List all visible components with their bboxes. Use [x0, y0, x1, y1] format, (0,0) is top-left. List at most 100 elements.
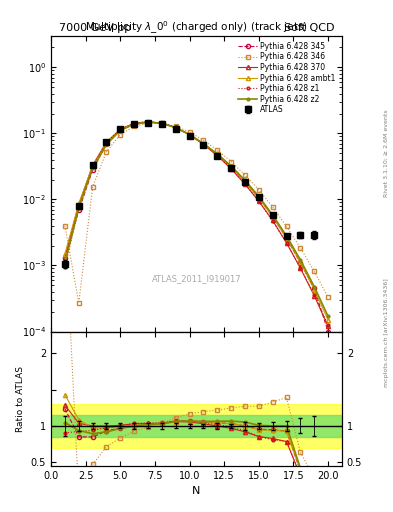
Pythia 6.428 ambt1 [62, 251, 67, 257]
Pythia 6.428 346 [160, 120, 164, 126]
Pythia 6.428 z2 [62, 260, 67, 266]
Pythia 6.428 ambt1 [298, 259, 303, 265]
Pythia 6.428 370 [242, 181, 247, 187]
Pythia 6.428 z2 [215, 151, 220, 157]
Pythia 6.428 z2 [187, 132, 192, 138]
Pythia 6.428 345 [242, 179, 247, 185]
Pythia 6.428 z2 [146, 119, 151, 125]
Pythia 6.428 345 [270, 214, 275, 220]
Pythia 6.428 370 [104, 139, 109, 145]
Pythia 6.428 ambt1 [104, 140, 109, 146]
Pythia 6.428 z2 [284, 233, 289, 239]
Pythia 6.428 345 [229, 164, 233, 170]
Pythia 6.428 346 [104, 148, 109, 155]
Pythia 6.428 370 [284, 240, 289, 246]
Pythia 6.428 ambt1 [90, 163, 95, 169]
Pythia 6.428 345 [326, 329, 331, 335]
Pythia 6.428 345 [132, 121, 136, 127]
Text: Rivet 3.1.10; ≥ 2.6M events: Rivet 3.1.10; ≥ 2.6M events [384, 110, 389, 198]
Pythia 6.428 z1 [90, 164, 95, 170]
Line: Pythia 6.428 ambt1: Pythia 6.428 ambt1 [63, 120, 330, 322]
Pythia 6.428 ambt1 [160, 120, 164, 126]
Pythia 6.428 z2 [104, 141, 109, 147]
Pythia 6.428 z1 [284, 240, 289, 246]
Pythia 6.428 370 [132, 120, 136, 126]
Pythia 6.428 345 [312, 285, 317, 291]
Pythia 6.428 z1 [298, 265, 303, 271]
Pythia 6.428 370 [187, 132, 192, 138]
Pythia 6.428 ambt1 [215, 152, 220, 158]
Pythia 6.428 z1 [62, 264, 67, 270]
Pythia 6.428 345 [187, 132, 192, 138]
Pythia 6.428 ambt1 [242, 179, 247, 185]
Pythia 6.428 346 [242, 172, 247, 178]
Pythia 6.428 345 [284, 235, 289, 241]
Pythia 6.428 z1 [132, 120, 136, 126]
Line: Pythia 6.428 370: Pythia 6.428 370 [63, 120, 330, 328]
Pythia 6.428 z2 [160, 120, 164, 126]
Pythia 6.428 ambt1 [257, 195, 261, 201]
Pythia 6.428 370 [257, 198, 261, 204]
Pythia 6.428 345 [76, 207, 81, 214]
Pythia 6.428 345 [118, 127, 123, 133]
Pythia 6.428 370 [326, 323, 331, 329]
Pythia 6.428 ambt1 [312, 287, 317, 293]
Pythia 6.428 346 [118, 132, 123, 138]
Pythia 6.428 346 [187, 129, 192, 135]
Pythia 6.428 z1 [229, 165, 233, 172]
Pythia 6.428 370 [118, 126, 123, 132]
Pythia 6.428 345 [62, 255, 67, 261]
Pythia 6.428 z1 [104, 140, 109, 146]
Pythia 6.428 370 [215, 153, 220, 159]
Pythia 6.428 ambt1 [270, 214, 275, 220]
Pythia 6.428 z2 [257, 194, 261, 200]
Pythia 6.428 346 [284, 223, 289, 229]
Pythia 6.428 346 [76, 300, 81, 306]
Pythia 6.428 ambt1 [326, 317, 331, 323]
Pythia 6.428 345 [257, 195, 261, 201]
Bar [51, 415, 342, 437]
Line: Pythia 6.428 346: Pythia 6.428 346 [63, 121, 330, 305]
Legend: Pythia 6.428 345, Pythia 6.428 346, Pythia 6.428 370, Pythia 6.428 ambt1, Pythia: Pythia 6.428 345, Pythia 6.428 346, Pyth… [236, 39, 338, 116]
Pythia 6.428 346 [312, 268, 317, 274]
Pythia 6.428 ambt1 [118, 126, 123, 133]
Pythia 6.428 z1 [76, 205, 81, 211]
Pythia 6.428 ambt1 [173, 124, 178, 131]
Line: Pythia 6.428 345: Pythia 6.428 345 [63, 120, 330, 334]
Text: mcplots.cern.ch [arXiv:1306.3436]: mcplots.cern.ch [arXiv:1306.3436] [384, 279, 389, 387]
Pythia 6.428 346 [215, 147, 220, 153]
Pythia 6.428 345 [160, 120, 164, 126]
Pythia 6.428 345 [146, 119, 151, 125]
Pythia 6.428 z1 [187, 132, 192, 138]
Pythia 6.428 z2 [242, 177, 247, 183]
Pythia 6.428 370 [229, 166, 233, 172]
Pythia 6.428 z2 [312, 284, 317, 290]
Title: Multiplicity $\lambda\_0^0$ (charged only) (track jets): Multiplicity $\lambda\_0^0$ (charged onl… [85, 19, 308, 36]
Pythia 6.428 346 [90, 184, 95, 190]
Pythia 6.428 346 [62, 223, 67, 229]
Pythia 6.428 z2 [76, 205, 81, 211]
Pythia 6.428 ambt1 [187, 132, 192, 138]
Pythia 6.428 370 [90, 162, 95, 168]
Pythia 6.428 346 [257, 187, 261, 193]
Pythia 6.428 346 [201, 137, 206, 143]
Pythia 6.428 z1 [257, 198, 261, 204]
Pythia 6.428 z2 [132, 121, 136, 127]
Pythia 6.428 ambt1 [284, 235, 289, 241]
Pythia 6.428 z2 [201, 141, 206, 147]
Pythia 6.428 z1 [146, 118, 151, 124]
Pythia 6.428 z2 [173, 124, 178, 131]
Pythia 6.428 z1 [270, 218, 275, 224]
Text: 7000 GeV pp: 7000 GeV pp [59, 23, 131, 33]
Pythia 6.428 370 [270, 218, 275, 224]
Pythia 6.428 z1 [326, 322, 331, 328]
Pythia 6.428 346 [270, 204, 275, 210]
Pythia 6.428 370 [298, 265, 303, 271]
Pythia 6.428 370 [62, 254, 67, 260]
Pythia 6.428 346 [229, 158, 233, 164]
Pythia 6.428 370 [160, 120, 164, 126]
Pythia 6.428 ambt1 [132, 121, 136, 127]
Pythia 6.428 345 [104, 141, 109, 147]
Line: Pythia 6.428 z2: Pythia 6.428 z2 [64, 121, 329, 317]
Pythia 6.428 346 [146, 120, 151, 126]
